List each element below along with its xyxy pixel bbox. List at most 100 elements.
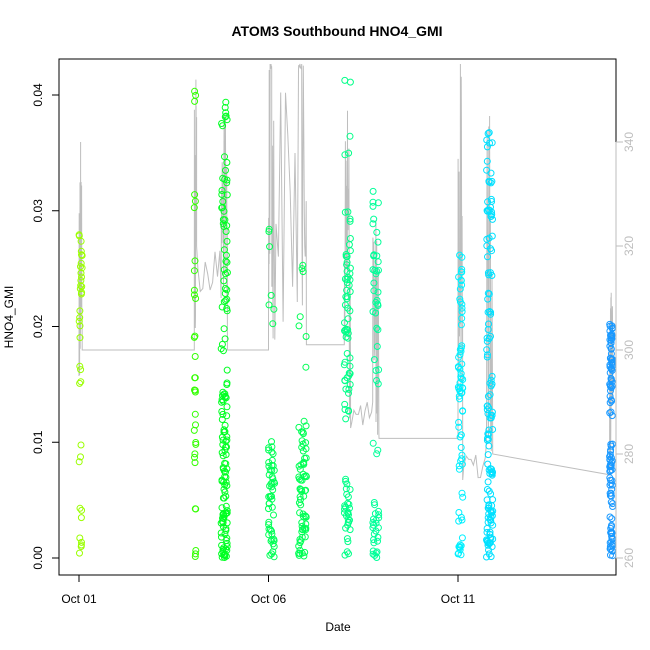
data-point — [345, 149, 353, 157]
data-point — [343, 535, 351, 543]
data-point — [458, 300, 466, 308]
data-point — [76, 362, 84, 370]
data-point — [299, 430, 307, 438]
data-point — [75, 458, 83, 466]
data-point — [484, 392, 492, 400]
data-point — [191, 257, 199, 265]
data-point — [223, 269, 231, 277]
plot-frame — [58, 58, 617, 576]
data-point — [76, 379, 84, 387]
data-point — [221, 530, 229, 538]
data-point — [341, 406, 349, 413]
data-point — [219, 452, 227, 460]
data-point — [221, 153, 228, 161]
data-point — [222, 251, 230, 259]
data-point — [346, 526, 354, 534]
data-point — [459, 384, 467, 392]
x-axis-label: Date — [325, 620, 351, 634]
data-point — [77, 541, 85, 549]
data-point — [299, 512, 307, 520]
data-point — [344, 315, 352, 323]
data-point — [221, 335, 229, 343]
data-point — [457, 276, 465, 284]
data-point — [344, 508, 352, 516]
data-point — [76, 334, 84, 342]
data-point — [485, 540, 493, 548]
data-point — [77, 453, 84, 461]
data-point — [608, 515, 616, 523]
data-point — [343, 258, 351, 266]
data-point — [608, 412, 616, 420]
data-point — [265, 500, 273, 508]
data-point — [458, 489, 466, 497]
data-point — [458, 268, 466, 276]
data-point — [340, 361, 348, 369]
data-point — [220, 485, 228, 493]
data-point — [191, 450, 199, 458]
data-point — [369, 187, 377, 195]
data-point — [373, 228, 381, 236]
data-point — [606, 380, 614, 388]
data-point — [487, 411, 495, 419]
data-point — [77, 514, 85, 522]
y2-tick-label: 320 — [622, 236, 636, 256]
data-point — [374, 238, 382, 246]
data-point — [299, 510, 307, 518]
data-point — [341, 275, 349, 283]
data-point — [374, 288, 382, 296]
data-point — [483, 346, 491, 354]
data-point — [606, 336, 614, 344]
data-point — [373, 377, 381, 384]
data-point — [223, 179, 231, 187]
data-point — [223, 534, 231, 542]
data-point — [223, 307, 231, 315]
x-tick-label: Oct 01 — [61, 592, 97, 606]
data-point — [223, 403, 231, 411]
data-point — [457, 551, 465, 559]
data-point — [298, 437, 306, 445]
data-point — [296, 313, 304, 321]
data-point — [78, 538, 85, 546]
data-point — [222, 270, 229, 278]
data-point — [270, 511, 277, 519]
data-point — [342, 328, 350, 336]
data-point — [487, 195, 495, 203]
data-point — [223, 379, 231, 387]
data-point — [485, 271, 493, 279]
data-point — [369, 266, 377, 274]
data-point — [343, 490, 351, 498]
data-point — [373, 450, 381, 458]
data-point — [606, 322, 614, 330]
data-point — [607, 498, 615, 506]
y2-tick-label: 300 — [622, 340, 636, 360]
data-point — [485, 466, 493, 474]
data-point — [458, 314, 466, 322]
data-point — [78, 251, 85, 259]
data-point — [297, 501, 305, 509]
data-point — [374, 446, 382, 454]
y2-tick-label: 280 — [622, 444, 636, 464]
data-point — [191, 374, 199, 382]
data-point — [345, 407, 353, 415]
data-point — [302, 473, 310, 481]
data-point — [341, 151, 349, 159]
data-point — [77, 282, 85, 290]
data-point — [608, 547, 616, 555]
data-point — [76, 314, 84, 322]
data-point — [370, 279, 378, 287]
data-point — [191, 97, 199, 105]
data-point — [78, 264, 86, 272]
data-point — [370, 215, 378, 223]
data-point — [606, 467, 614, 475]
data-point — [191, 353, 199, 360]
data-point — [487, 332, 494, 340]
data-point — [265, 521, 273, 529]
data-point — [192, 295, 200, 302]
data-point — [485, 177, 493, 185]
data-point — [343, 286, 351, 294]
data-point — [456, 351, 464, 359]
data-point — [217, 519, 225, 527]
data-point — [483, 496, 491, 504]
data-point — [458, 281, 466, 289]
data-point — [455, 418, 463, 426]
